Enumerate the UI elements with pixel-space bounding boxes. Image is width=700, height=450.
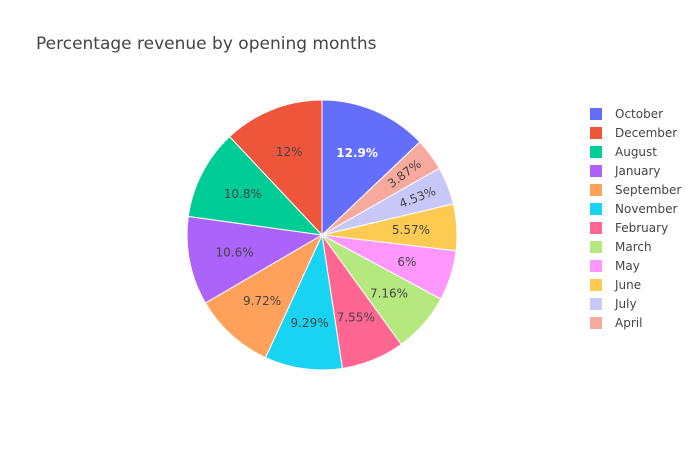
legend-item-april[interactable]: April	[590, 316, 642, 330]
legend-label-march: March	[615, 240, 652, 254]
legend-label-april: April	[615, 316, 642, 330]
pie-slices	[186, 99, 458, 371]
slice-label-march: 7.16%	[370, 287, 408, 301]
slice-label-february: 7.55%	[337, 310, 375, 324]
legend-item-march[interactable]: March	[590, 240, 652, 254]
pie-slice-january[interactable]	[186, 215, 324, 304]
legend-label-august: August	[615, 145, 657, 159]
legend-swatch-april	[590, 317, 602, 329]
pie-slice-august[interactable]	[187, 135, 324, 236]
legend-item-august[interactable]: August	[590, 145, 657, 159]
legend-item-october[interactable]: October	[590, 107, 663, 121]
legend-label-february: February	[615, 221, 668, 235]
chart-title: Percentage revenue by opening months	[36, 34, 377, 54]
pie-slice-november[interactable]	[264, 233, 343, 371]
legend-label-may: May	[615, 259, 640, 273]
slice-label-november: 9.29%	[290, 316, 328, 330]
legend-item-february[interactable]: February	[590, 221, 668, 235]
slice-label-december: 12%	[276, 145, 303, 159]
legend-item-january[interactable]: January	[590, 164, 661, 178]
legend-item-july[interactable]: July	[590, 297, 637, 311]
legend-swatch-june	[590, 279, 602, 291]
slice-label-august: 10.8%	[224, 187, 262, 201]
legend-item-june[interactable]: June	[590, 278, 641, 292]
slice-label-january: 10.6%	[216, 245, 254, 259]
pie-slice-october[interactable]	[321, 99, 421, 237]
slice-label-september: 9.72%	[243, 294, 281, 308]
legend-swatch-january	[590, 165, 602, 177]
legend-swatch-july	[590, 298, 602, 310]
legend-swatch-october	[590, 108, 602, 120]
legend-swatch-november	[590, 203, 602, 215]
legend-label-october: October	[615, 107, 663, 121]
slice-labels: 12.9%3.87%4.53%5.57%6%7.16%7.55%9.29%9.7…	[216, 145, 438, 330]
legend-label-november: November	[615, 202, 677, 216]
legend-swatch-december	[590, 127, 602, 139]
slice-label-june: 5.57%	[392, 223, 430, 237]
legend-label-june: June	[614, 278, 641, 292]
legend-swatch-august	[590, 146, 602, 158]
legend-label-december: December	[615, 126, 677, 140]
slice-label-may: 6%	[397, 255, 416, 269]
legend-swatch-march	[590, 241, 602, 253]
legend-label-january: January	[614, 164, 661, 178]
legend-swatch-september	[590, 184, 602, 196]
legend-item-september[interactable]: September	[590, 183, 681, 197]
pie-slice-december[interactable]	[228, 99, 323, 237]
legend-label-september: September	[615, 183, 681, 197]
legend-swatch-may	[590, 260, 602, 272]
legend-item-may[interactable]: May	[590, 259, 640, 273]
slice-label-october: 12.9%	[336, 146, 378, 160]
pie-slice-september[interactable]	[204, 233, 324, 359]
legend-item-december[interactable]: December	[590, 126, 677, 140]
legend-item-november[interactable]: November	[590, 202, 677, 216]
legend-swatch-february	[590, 222, 602, 234]
legend-label-july: July	[614, 297, 637, 311]
legend[interactable]: October December August January September Nov…	[590, 107, 681, 330]
